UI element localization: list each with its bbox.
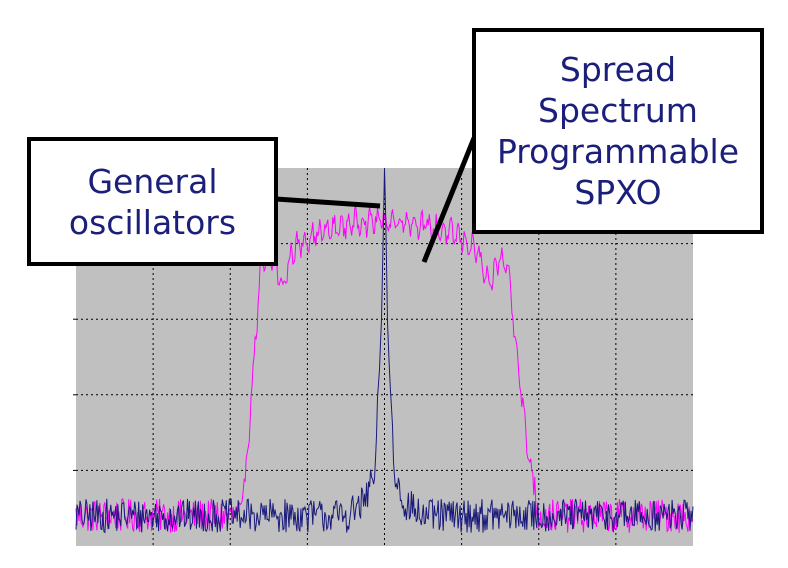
- series-layer: [75, 167, 694, 534]
- spread-spectrum-callout: Spread Spectrum Programmable SPXO: [472, 28, 764, 234]
- spread-spectrum-label: Spread Spectrum Programmable SPXO: [496, 50, 740, 212]
- general-leader-line: [275, 196, 381, 209]
- general-oscillators-callout: General oscillators: [27, 137, 278, 266]
- callout-leaders: [275, 137, 477, 263]
- general-oscillators-label: General oscillators: [68, 161, 237, 242]
- spread-leader-line: [421, 137, 477, 263]
- series-line-2: [75, 167, 694, 534]
